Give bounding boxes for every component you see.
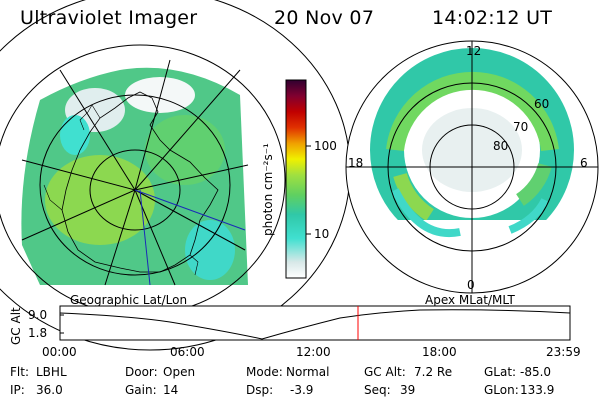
latitude-circle bbox=[39, 94, 231, 276]
right-panel-label: Apex MLat/MLT bbox=[425, 293, 515, 307]
status-seq-value: 39 bbox=[400, 383, 416, 397]
track-line bbox=[134, 189, 246, 231]
meridian-line bbox=[21, 159, 136, 191]
aurora-bright-region bbox=[45, 155, 155, 245]
lat-label-80: 80 bbox=[493, 139, 509, 153]
ice-shelf bbox=[43, 104, 199, 276]
meridian-line bbox=[21, 189, 136, 241]
altitude-xtick: 23:59 bbox=[546, 345, 581, 359]
meridian-line bbox=[134, 189, 246, 251]
altitude-xtick: 12:00 bbox=[296, 345, 331, 359]
altitude-plot-frame bbox=[59, 305, 571, 341]
polar-plot bbox=[345, 40, 599, 294]
meridian-line bbox=[134, 164, 249, 191]
altitude-plot bbox=[59, 305, 571, 341]
colorbar-unit-label: photon cm⁻²s⁻¹ bbox=[261, 143, 275, 236]
status-mode-value: Normal bbox=[286, 365, 330, 379]
status-door-value: Open bbox=[163, 365, 196, 379]
coastline bbox=[61, 91, 219, 273]
mlt-label-midnight: 0 bbox=[467, 278, 475, 292]
altitude-xtick: 00:00 bbox=[42, 345, 77, 359]
mlt-label-dusk: 18 bbox=[348, 156, 364, 170]
status-seq-label: Seq: bbox=[364, 383, 391, 397]
track-line bbox=[139, 189, 151, 286]
instrument-title: Ultraviolet Imager bbox=[20, 7, 198, 29]
status-mode-label: Mode: bbox=[246, 365, 283, 379]
colorbar-scale bbox=[285, 79, 307, 279]
mlt-label-noon: 12 bbox=[466, 44, 482, 58]
altitude-ytick: 1.8 bbox=[28, 326, 48, 340]
status-gcalt-label: GC Alt: bbox=[364, 365, 406, 379]
colorbar bbox=[285, 79, 311, 279]
mlt-label-dawn: 6 bbox=[580, 156, 588, 170]
status-filter-label: Flt: bbox=[10, 365, 29, 379]
lat-label-70: 70 bbox=[513, 120, 529, 134]
altitude-ylabel: GC Alt bbox=[9, 307, 23, 345]
altitude-curve bbox=[59, 309, 571, 340]
altitude-ytick: 9.0 bbox=[28, 308, 48, 322]
meridian-line bbox=[134, 69, 241, 191]
meridian-line bbox=[59, 69, 136, 191]
status-ip-label: IP: bbox=[10, 383, 25, 397]
status-gcalt-value: 7.2 Re bbox=[414, 365, 453, 379]
status-glon-value: 133.9 bbox=[520, 383, 555, 397]
time-label: 14:02:12 UT bbox=[432, 7, 553, 29]
lat-label-60: 60 bbox=[534, 97, 550, 111]
status-dsp-value: -3.9 bbox=[290, 383, 314, 397]
status-gain-value: 14 bbox=[163, 383, 179, 397]
status-door-label: Door: bbox=[125, 365, 158, 379]
meridian-line bbox=[134, 59, 171, 191]
status-glat-value: -85.0 bbox=[520, 365, 552, 379]
altitude-xtick: 18:00 bbox=[422, 345, 457, 359]
status-glat-label: GLat: bbox=[484, 365, 517, 379]
status-filter-value: LBHL bbox=[36, 365, 67, 379]
meridian-line bbox=[104, 189, 136, 286]
left-panel-label: Geographic Lat/Lon bbox=[70, 293, 188, 307]
latitude-circle bbox=[89, 149, 181, 231]
status-dsp-label: Dsp: bbox=[246, 383, 274, 397]
colorbar-tick-label: 100 bbox=[314, 139, 337, 153]
status-gain-label: Gain: bbox=[125, 383, 157, 397]
altitude-xtick: 06:00 bbox=[170, 345, 205, 359]
status-glon-label: GLon: bbox=[484, 383, 519, 397]
geographic-map bbox=[0, 0, 351, 351]
colorbar-tick-label: 10 bbox=[314, 227, 330, 241]
status-ip-value: 36.0 bbox=[36, 383, 63, 397]
date-label: 20 Nov 07 bbox=[274, 7, 375, 29]
